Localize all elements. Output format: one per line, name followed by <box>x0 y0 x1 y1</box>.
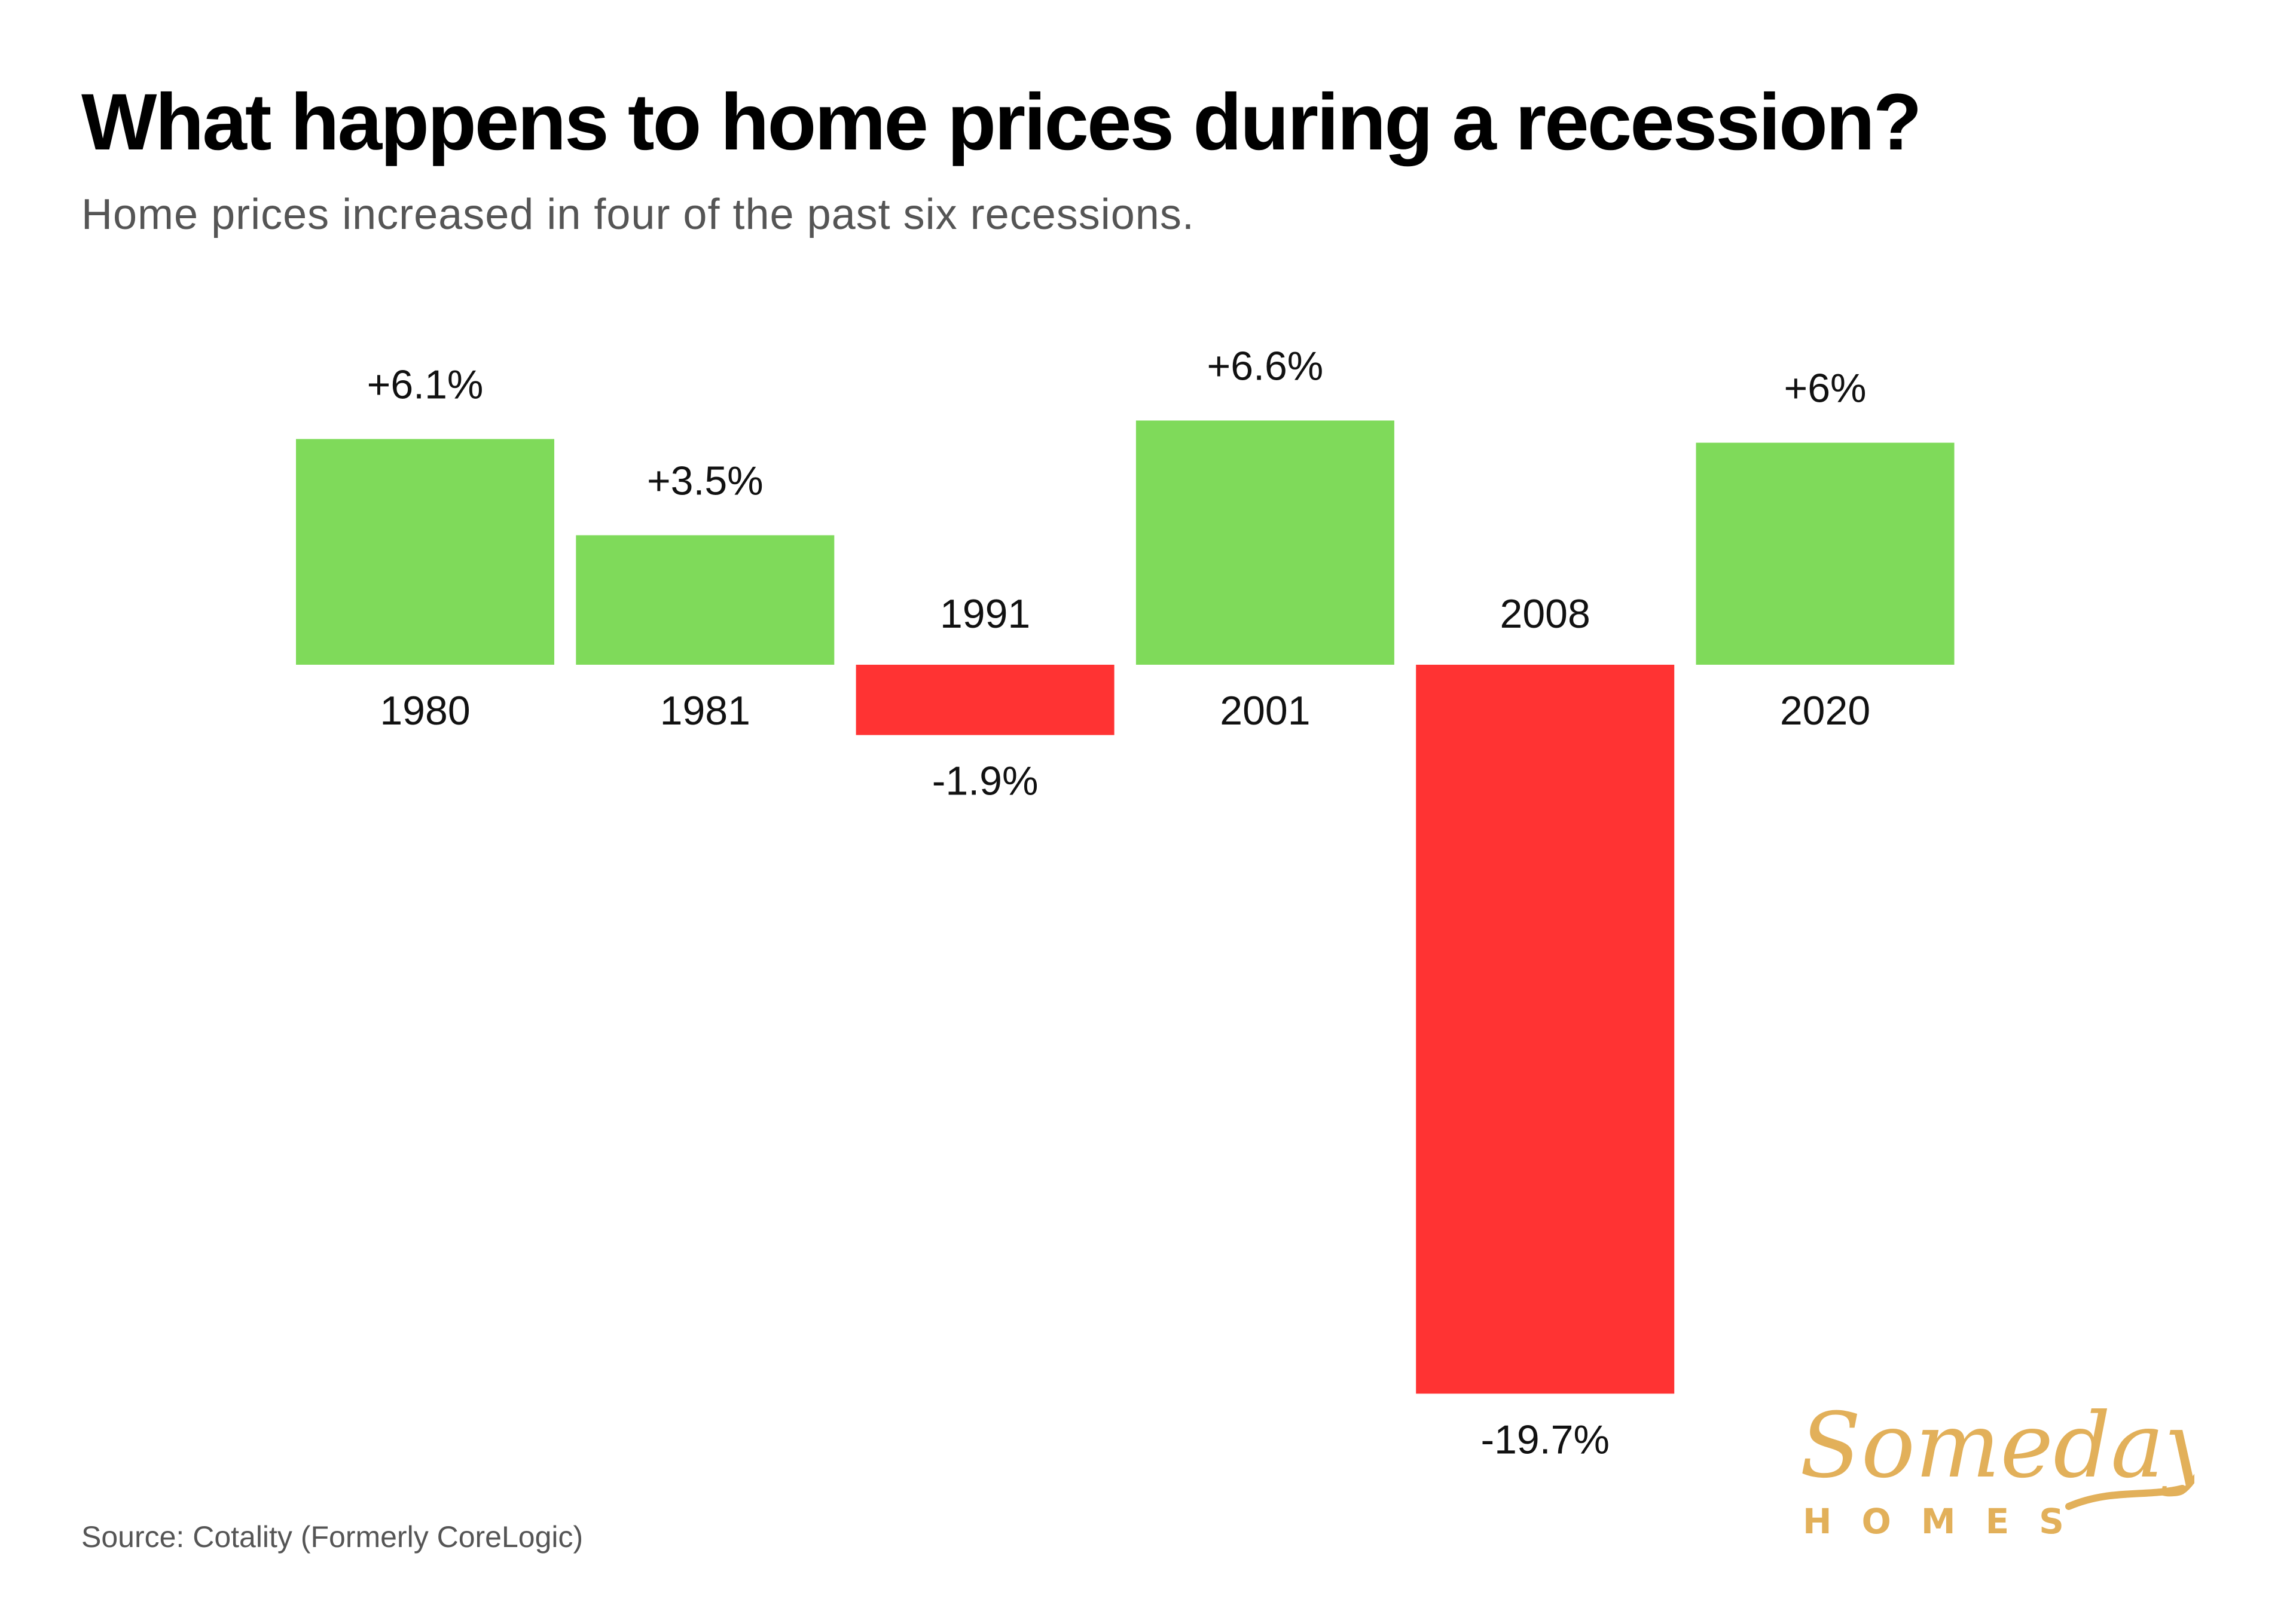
svg-text:Someday: Someday <box>1800 1394 2194 1498</box>
chart-title: What happens to home prices during a rec… <box>81 78 1922 167</box>
data-label-1991: -1.9% <box>932 759 1039 804</box>
data-label-1980: +6.1% <box>367 362 484 407</box>
source-note: Source: Cotality (Formerly CoreLogic) <box>81 1520 584 1554</box>
someday-homes-logo: Someday HOMES <box>1800 1394 2194 1542</box>
bar-2008 <box>1416 665 1675 1394</box>
bar-1981 <box>576 535 835 665</box>
data-label-2001: +6.6% <box>1207 343 1324 389</box>
category-label-2001: 2001 <box>1220 688 1310 733</box>
data-label-1981: +3.5% <box>647 458 764 503</box>
category-label-2008: 2008 <box>1500 591 1590 637</box>
bar-1991 <box>856 665 1115 735</box>
bar-1980 <box>296 439 554 665</box>
category-label-1980: 1980 <box>380 688 470 733</box>
category-label-1991: 1991 <box>940 591 1030 637</box>
category-label-1981: 1981 <box>660 688 750 733</box>
svg-text:HOMES: HOMES <box>1803 1501 2094 1542</box>
data-label-2008: -19.7% <box>1480 1417 1609 1462</box>
bar-2020 <box>1696 442 1955 665</box>
chart-subtitle: Home prices increased in four of the pas… <box>81 191 1195 239</box>
data-label-2020: +6% <box>1784 366 1867 411</box>
bar-2001 <box>1135 420 1394 665</box>
category-label-2020: 2020 <box>1780 688 1870 733</box>
